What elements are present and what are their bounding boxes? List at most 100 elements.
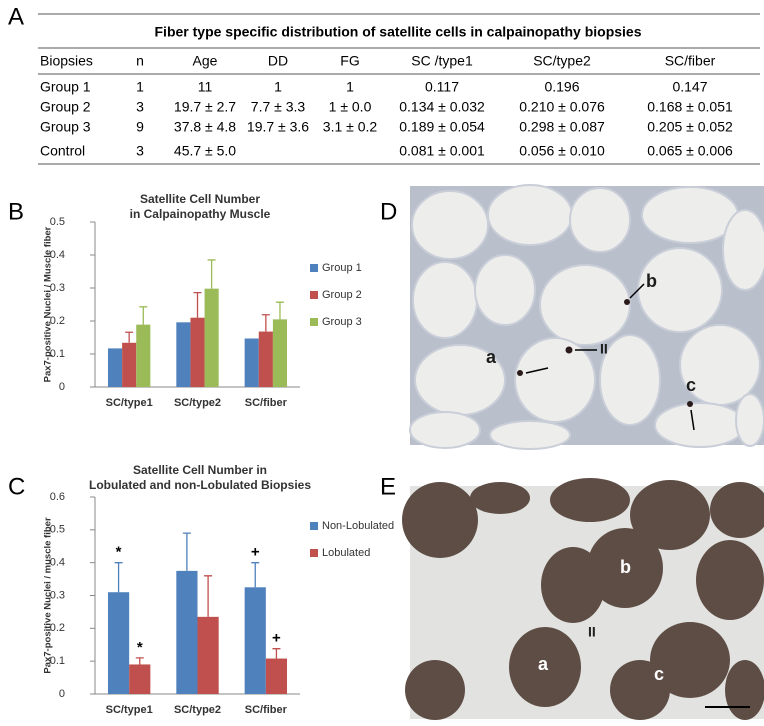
bar <box>244 338 259 387</box>
legend-swatch <box>310 549 318 557</box>
panel-label: B <box>8 198 24 225</box>
error-bar <box>114 562 123 593</box>
y-tick-label: 0.6 <box>50 491 65 503</box>
legend-label: Non-Lobulated <box>322 520 394 532</box>
table-rules <box>38 13 760 165</box>
significance-mark: + <box>272 630 281 647</box>
chart-title: Satellite Cell Number <box>140 192 260 206</box>
legend-label: Group 1 <box>322 262 362 274</box>
bar <box>244 587 266 694</box>
micrograph-label: a <box>538 654 549 674</box>
bar <box>107 592 130 694</box>
micrograph-label: b <box>646 271 657 291</box>
bar <box>190 317 205 387</box>
table-header: SC /type1 <box>411 53 473 69</box>
panel-label: C <box>8 473 25 500</box>
bar <box>272 319 288 387</box>
micrograph-d: b II a c <box>409 184 764 450</box>
y-tick-label: 0.5 <box>50 524 65 536</box>
table-cell: 9 <box>136 119 144 135</box>
legend-label: Lobulated <box>322 547 370 559</box>
legend-label: Group 3 <box>322 316 362 328</box>
table-header: DD <box>268 53 288 69</box>
error-bar <box>272 648 281 659</box>
table-header: Age <box>193 53 218 69</box>
table-cell: 0.196 <box>544 79 579 95</box>
table-cell: 19.7 ± 2.7 <box>174 99 236 115</box>
table-cell: 1 <box>136 79 144 95</box>
table-cell: 0.205 ± 0.052 <box>647 119 733 135</box>
bar <box>122 342 137 387</box>
bar <box>176 322 191 387</box>
error-bar <box>275 301 284 320</box>
x-tick-label: SC/type1 <box>106 397 153 409</box>
bar <box>204 288 219 387</box>
table-header: n <box>136 53 144 69</box>
micrograph-e: b c a II <box>402 478 764 720</box>
error-bar <box>261 314 270 332</box>
legend-label: Group 2 <box>322 289 362 301</box>
panel-label: A <box>8 3 24 30</box>
table-cell: Group 3 <box>40 119 91 135</box>
micrograph-label: b <box>620 557 631 577</box>
y-axis-label: Pax7-positive Nuclei / muscle fiber <box>43 517 54 674</box>
panel-label: E <box>380 473 396 500</box>
table-header: SC/fiber <box>665 53 716 69</box>
table-cell: 0.147 <box>672 79 707 95</box>
legend-swatch <box>310 291 318 299</box>
y-tick-label: 0.1 <box>50 655 65 667</box>
y-tick-label: 0.1 <box>50 348 65 360</box>
significance-mark: * <box>137 639 143 656</box>
table-cell: 45.7 ± 5.0 <box>174 143 236 159</box>
table-cell: 3 <box>136 99 144 115</box>
table-cell: 1 ± 0.0 <box>329 99 372 115</box>
bar <box>107 348 123 387</box>
table-cell: 0.210 ± 0.076 <box>519 99 605 115</box>
error-bar <box>135 657 144 665</box>
x-tick-label: SC/type2 <box>174 704 221 716</box>
bar <box>136 324 151 387</box>
chart-title: Lobulated and non-Lobulated Biopsies <box>89 478 311 492</box>
error-bar <box>204 575 213 617</box>
error-bar <box>193 291 202 318</box>
table-cell: 11 <box>198 79 213 95</box>
table-title: Fiber type specific distribution of sate… <box>155 24 642 40</box>
y-tick-label: 0.5 <box>50 216 65 228</box>
error-bar <box>125 331 134 343</box>
table-cell: 37.8 ± 4.8 <box>174 119 236 135</box>
significance-mark: * <box>116 544 122 561</box>
table-cell: 0.189 ± 0.054 <box>399 119 485 135</box>
table-cell: Control <box>40 143 85 159</box>
micrograph-label: a <box>486 347 497 367</box>
y-tick-label: 0.3 <box>50 589 65 601</box>
x-tick-label: SC/fiber <box>245 397 288 409</box>
table-cell: 1 <box>346 79 354 95</box>
table-cell: 0.065 ± 0.006 <box>647 143 733 159</box>
error-bar <box>251 562 260 588</box>
table-header: FG <box>340 53 359 69</box>
table-cell: 19.7 ± 3.6 <box>247 119 309 135</box>
y-tick-label: 0.2 <box>50 622 65 634</box>
legend-swatch <box>310 264 318 272</box>
table-cell: 7.7 ± 3.3 <box>251 99 306 115</box>
micrograph-label: c <box>686 375 696 395</box>
y-tick-label: 0.2 <box>50 315 65 327</box>
table-cell: Group 1 <box>40 79 91 95</box>
bar <box>258 331 273 387</box>
y-axis-label: Pax7-positive Nuclei / Muscle fiber <box>43 226 54 382</box>
chart-title: Satellite Cell Number in <box>133 463 267 477</box>
y-tick-label: 0 <box>59 688 65 700</box>
table-cell: 0.056 ± 0.010 <box>519 143 605 159</box>
table-cell: 0.134 ± 0.032 <box>399 99 485 115</box>
error-bar <box>182 532 191 571</box>
legend-swatch <box>310 522 318 530</box>
y-tick-label: 0.4 <box>50 249 65 261</box>
table-cell: 0.081 ± 0.001 <box>399 143 485 159</box>
table-cell: 3.1 ± 0.2 <box>323 119 378 135</box>
table-header: Biopsies <box>40 53 93 69</box>
error-bar <box>139 306 148 325</box>
table-cell: 0.117 <box>425 79 459 95</box>
error-bar <box>207 259 216 289</box>
panel-label: D <box>380 198 397 225</box>
